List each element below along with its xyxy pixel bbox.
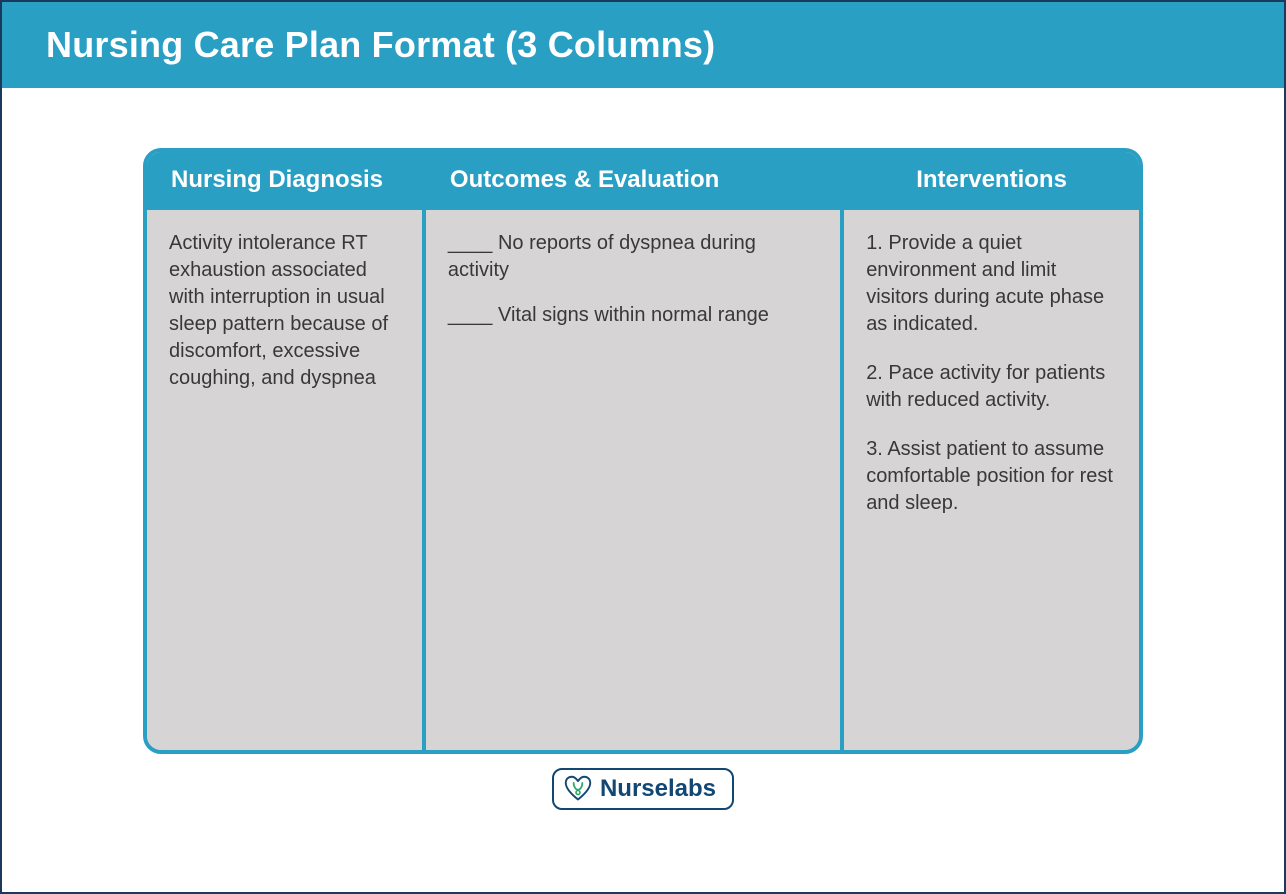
header-interventions: Interventions <box>844 152 1139 210</box>
outcome-item: ____ Vital signs within normal range <box>448 302 818 329</box>
table-header-row: Nursing Diagnosis Outcomes & Evaluation … <box>147 152 1139 210</box>
cell-outcomes: ____ No reports of dyspnea during activi… <box>426 210 844 750</box>
intervention-item: 3. Assist patient to assume comfortable … <box>866 436 1117 517</box>
logo-text: Nurselabs <box>600 775 716 803</box>
outcome-item: ____ No reports of dyspnea during activi… <box>448 230 818 284</box>
intervention-item: 2. Pace activity for patients with reduc… <box>866 360 1117 414</box>
table-body-row: Activity intolerance RT exhaustion assoc… <box>147 210 1139 750</box>
care-plan-table: Nursing Diagnosis Outcomes & Evaluation … <box>143 148 1143 754</box>
page-title: Nursing Care Plan Format (3 Columns) <box>46 24 715 65</box>
content-area: Nursing Diagnosis Outcomes & Evaluation … <box>2 88 1284 830</box>
logo-container: Nurselabs <box>122 768 1164 810</box>
heart-stethoscope-icon <box>564 775 592 803</box>
cell-interventions: 1. Provide a quiet environment and limit… <box>844 210 1139 750</box>
cell-diagnosis: Activity intolerance RT exhaustion assoc… <box>147 210 426 750</box>
intervention-item: 1. Provide a quiet environment and limit… <box>866 230 1117 338</box>
header-outcomes: Outcomes & Evaluation <box>426 152 844 210</box>
page-title-bar: Nursing Care Plan Format (3 Columns) <box>2 2 1284 88</box>
diagnosis-text: Activity intolerance RT exhaustion assoc… <box>169 230 400 392</box>
header-diagnosis: Nursing Diagnosis <box>147 152 426 210</box>
nurselabs-logo: Nurselabs <box>552 768 734 810</box>
document-frame: Nursing Care Plan Format (3 Columns) Nur… <box>0 0 1286 894</box>
